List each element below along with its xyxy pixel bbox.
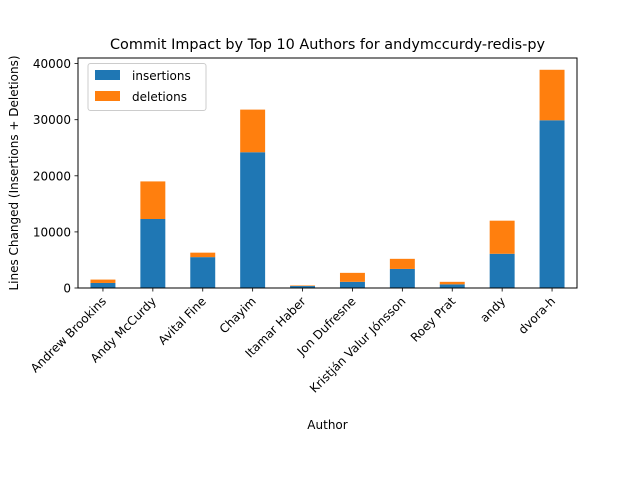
bar-deletions-3 — [240, 109, 266, 153]
x-tick-label: dvora-h — [516, 294, 559, 337]
y-axis: 0 10000 20000 30000 40000 — [33, 57, 78, 296]
bar-deletions-7 — [439, 281, 465, 285]
bar-insertions-5 — [339, 281, 365, 288]
chart-title: Commit Impact by Top 10 Authors for andy… — [110, 37, 546, 53]
bar-insertions-7 — [439, 284, 465, 288]
x-tick-label: Avital Fine — [155, 294, 208, 347]
plot-frame — [77, 57, 578, 289]
x-tick-label: Roey Prat — [408, 294, 459, 345]
x-axis-label: Author — [307, 418, 347, 432]
bar-insertions-1 — [140, 219, 166, 288]
y-tick-label: 0 — [63, 282, 71, 296]
bar-insertions-9 — [539, 120, 565, 288]
x-tick-label: Kristján Valur Jónsson — [307, 294, 408, 395]
bar-deletions-8 — [489, 220, 515, 254]
legend-label-deletions: deletions — [132, 90, 187, 104]
bar-deletions-5 — [339, 272, 365, 282]
bar-insertions-3 — [240, 152, 266, 288]
legend-swatch-deletions — [95, 91, 120, 101]
bar-insertions-4 — [290, 286, 316, 288]
bar-deletions-4 — [290, 285, 316, 287]
y-tick-label: 30000 — [33, 113, 71, 127]
legend-label-insertions: insertions — [132, 69, 191, 83]
x-tick-label: Chayim — [217, 294, 259, 336]
bar-deletions-6 — [389, 258, 415, 269]
bar-insertions-0 — [90, 282, 116, 288]
y-tick-label: 40000 — [33, 57, 71, 71]
bar-deletions-9 — [539, 69, 565, 121]
y-axis-label: Lines Changed (Insertions + Deletions) — [7, 55, 21, 290]
legend: insertions deletions — [87, 63, 207, 111]
y-tick-label: 20000 — [33, 169, 71, 183]
bar-insertions-8 — [489, 253, 515, 288]
bar-insertions-6 — [389, 268, 415, 288]
bar-deletions-2 — [190, 252, 216, 258]
bar-insertions-2 — [190, 257, 216, 288]
bar-deletions-1 — [140, 181, 166, 219]
legend-swatch-insertions — [95, 70, 120, 80]
bars-layer — [90, 69, 565, 288]
x-tick-label: andy — [477, 294, 508, 325]
y-tick-label: 10000 — [33, 225, 71, 239]
bar-deletions-0 — [90, 279, 116, 283]
